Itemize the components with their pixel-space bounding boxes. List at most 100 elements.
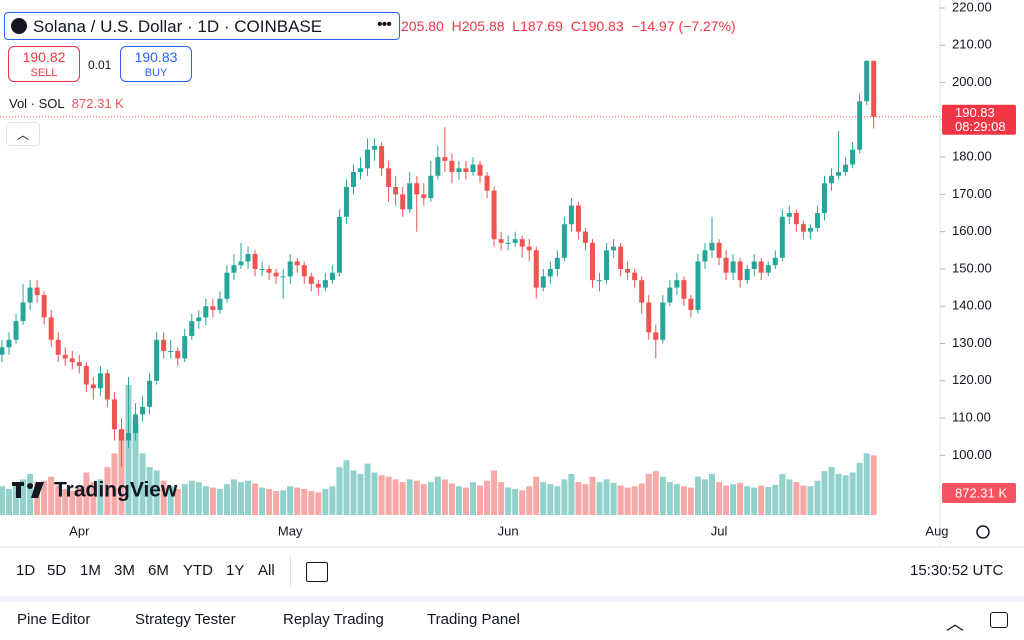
volume-bar [540,482,547,515]
volume-bar [181,484,188,515]
candle-body [336,216,342,273]
candle-body [554,257,560,269]
candle-body [83,365,89,385]
candle-body [814,213,820,228]
range-button[interactable]: 5D [47,562,67,579]
range-button[interactable]: All [258,562,275,579]
candle-body [13,321,19,340]
logo-text: TradingView [54,479,178,502]
panel-tab[interactable]: Pine Editor [17,611,91,628]
candle-body [266,268,272,273]
candle-body [695,261,701,310]
candle-body [667,287,673,303]
candle-body [358,168,364,173]
candle-body [189,321,195,337]
volume-bar [146,467,153,515]
countdown: 08:29:08 [955,119,1006,134]
sell-button[interactable]: 190.82 SELL [8,46,80,82]
candle-body [582,231,588,243]
volume-bar [856,462,863,515]
x-tick-label: Jun [498,523,519,538]
volume-bar [259,487,266,515]
candle-body [400,194,406,210]
candle-body [133,414,139,433]
candle-body [231,265,237,273]
volume-bar [589,476,596,515]
candle-body [498,239,504,243]
volume-bar [575,482,582,515]
volume-bar [413,480,420,515]
candle-body [329,272,335,281]
volume-bar [48,476,55,515]
candle-body [126,432,132,441]
candle-body [786,213,792,217]
settings-icon[interactable] [976,525,990,539]
volume-bar [533,476,540,515]
maximize-panel[interactable] [990,612,1008,628]
range-button[interactable]: 1M [80,562,101,579]
volume-bar [814,480,821,515]
panel-tab[interactable]: Trading Panel [427,611,520,628]
candle-body [674,280,680,288]
y-tick-label: 170.00 [952,186,992,201]
candle-body [456,168,462,173]
range-button[interactable]: YTD [183,562,213,579]
candle-body [723,257,729,273]
buy-price: 190.83 [134,49,178,65]
panel-tab[interactable]: Replay Trading [283,611,384,628]
collapse-button[interactable]: ︿ [6,122,40,146]
candle-body [477,164,483,176]
candle-body [660,302,666,340]
symbol-box[interactable]: Solana / U.S. Dollar · 1D · COINBASE ••• [4,12,400,40]
volume-bar [498,482,505,515]
volume-bar [765,486,772,515]
y-tick-label: 150.00 [952,260,992,275]
candle-body [850,149,856,165]
volume-bar [399,482,406,515]
volume-bar [673,484,680,515]
volume-bar [406,479,413,515]
volume-bar [230,479,237,515]
candle-body [829,175,835,184]
candle-body [41,295,47,318]
date-range-icon[interactable] [306,562,328,582]
candle-body [470,164,476,173]
x-tick-label: Apr [69,523,90,538]
range-button[interactable]: 6M [148,562,169,579]
volume-bar [863,453,870,515]
volume-bar [237,482,244,515]
candle-body [48,317,54,340]
y-tick-label: 120.00 [952,372,992,387]
candle-body [372,145,378,150]
more-icon[interactable]: ••• [377,16,392,33]
range-button[interactable]: 3M [114,562,135,579]
candle-body [449,160,455,173]
candle-body [632,272,638,281]
candle-body [843,164,849,173]
candle-body [716,242,722,258]
candle-body [196,317,202,322]
buy-button[interactable]: 190.83 BUY [120,46,192,82]
collapse-panel[interactable]: ︿ [946,614,964,634]
volume-bar [807,486,814,515]
candle-body [751,261,757,269]
chart: 100.00 110.00 120.00 130.00 140.00 150.00 160.… [0,0,1024,548]
volume-tag [942,483,1016,503]
volume-bar [266,488,273,515]
volume-bar [308,491,315,515]
range-button[interactable]: 1D [16,562,36,579]
range-button[interactable]: 1Y [226,562,245,579]
candle-body [118,429,124,441]
candle-body [97,373,103,389]
volume-bar [835,473,842,515]
candle-body [0,347,5,355]
ohlc: 205.80 H205.88 L187.69 C190.83 −14.97 (−… [401,18,736,34]
candle-body [435,157,441,176]
volume-bar [617,485,624,515]
candle-body [772,257,778,266]
y-tick-label: 220.00 [952,0,992,14]
axes: 100.00 110.00 120.00 130.00 140.00 150.00 160.… [0,0,1016,538]
volume-bar [828,467,835,515]
panel-tab[interactable]: Strategy Tester [135,611,236,628]
